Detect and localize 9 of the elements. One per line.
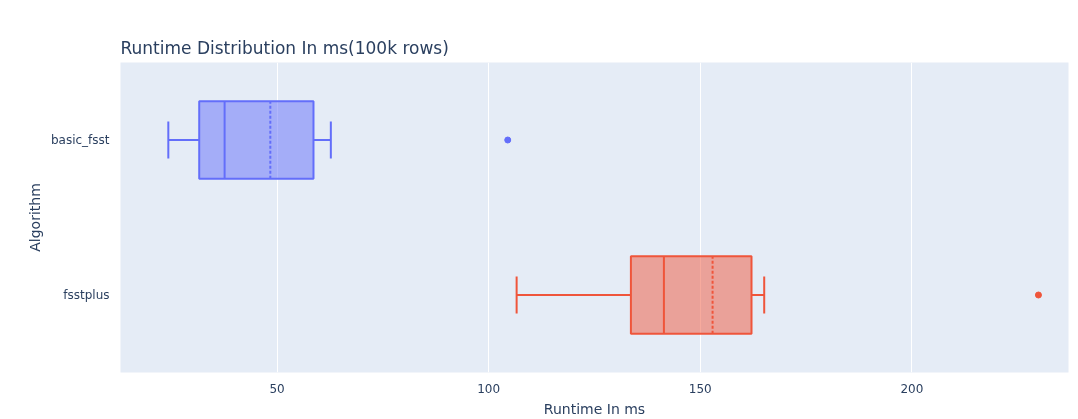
x-tick-label: 50	[269, 381, 285, 396]
y-axis-title: Algorithm	[26, 183, 43, 252]
x-axis-title: Runtime In ms	[543, 400, 646, 417]
chart-title: Runtime Distribution In ms(100k rows)	[120, 37, 449, 58]
y-tick-label: basic_fsst	[50, 133, 110, 147]
y-tick-label: fsstplus	[63, 288, 110, 302]
x-tick-label: 200	[900, 381, 924, 396]
x-tick-label: 150	[688, 381, 712, 396]
x-tick-label: 100	[477, 381, 501, 396]
